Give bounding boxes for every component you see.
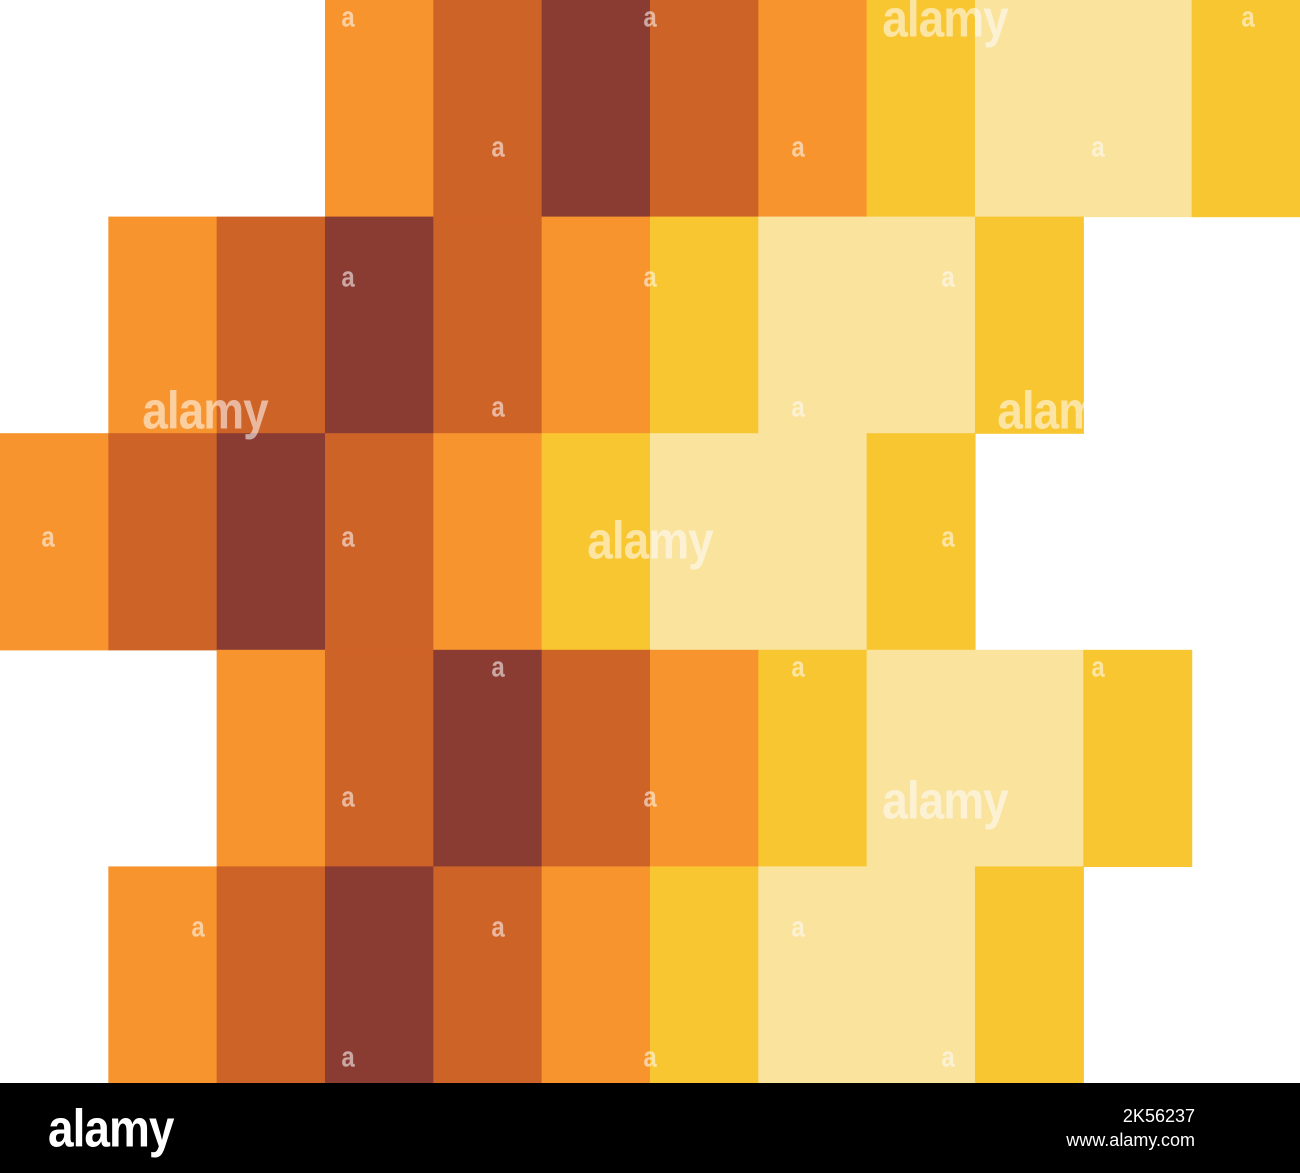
pixel-block-orange	[324, 0, 434, 218]
pixel-block-rust	[216, 866, 326, 1083]
pixel-block-maroon	[324, 216, 434, 434]
pixel-block-rust	[324, 433, 434, 651]
site-url: www.alamy.com	[1066, 1130, 1195, 1150]
pixel-block-maroon	[324, 866, 434, 1083]
pixel-block-cream	[866, 866, 976, 1083]
pixel-block-orange	[433, 433, 543, 651]
pixel-block-maroon	[433, 649, 543, 867]
pixel-block-yellow	[974, 866, 1084, 1083]
pixel-block-cream	[1083, 0, 1193, 218]
pixel-block-yellow	[758, 649, 868, 867]
pixel-block-yellow	[541, 433, 651, 651]
pixel-block-rust	[433, 216, 543, 434]
pixel-block-rust	[649, 0, 759, 218]
pixel-block-maroon	[216, 433, 326, 651]
pixel-block-orange	[216, 649, 326, 867]
pixel-block-cream	[758, 433, 868, 651]
pixel-block-orange	[0, 433, 109, 651]
image-credit: 2K56237 www.alamy.com	[1066, 1104, 1195, 1152]
pixel-block-yellow	[1083, 649, 1193, 867]
pixel-art-stripe-pattern	[0, 0, 1300, 1083]
pixel-block-yellow	[1191, 0, 1300, 218]
pixel-block-maroon	[541, 0, 651, 218]
pixel-block-yellow	[974, 216, 1084, 434]
pixel-block-yellow	[866, 433, 976, 651]
pixel-block-orange	[108, 216, 218, 434]
pixel-block-yellow	[649, 866, 759, 1083]
pixel-block-yellow	[649, 216, 759, 434]
pixel-block-rust	[108, 433, 218, 651]
pixel-block-cream	[974, 649, 1084, 867]
pixel-block-cream	[866, 216, 976, 434]
pixel-block-rust	[433, 0, 543, 218]
alamy-logo: alamy	[48, 1098, 174, 1158]
stock-footer-bar: alamy 2K56237 www.alamy.com	[0, 1083, 1300, 1173]
pixel-block-cream	[758, 216, 868, 434]
pixel-block-orange	[108, 866, 218, 1083]
pixel-block-orange	[541, 866, 651, 1083]
image-id: 2K56237	[1122, 1106, 1195, 1126]
pixel-block-cream	[866, 649, 976, 867]
pixel-block-orange	[758, 0, 868, 218]
pixel-block-orange	[541, 216, 651, 434]
pixel-block-cream	[974, 0, 1084, 218]
pixel-block-rust	[541, 649, 651, 867]
pixel-block-orange	[649, 649, 759, 867]
pixel-block-rust	[324, 649, 434, 867]
pixel-block-rust	[216, 216, 326, 434]
pixel-block-yellow	[866, 0, 976, 218]
pixel-block-cream	[649, 433, 759, 651]
pixel-block-rust	[433, 866, 543, 1083]
pixel-block-cream	[758, 866, 868, 1083]
